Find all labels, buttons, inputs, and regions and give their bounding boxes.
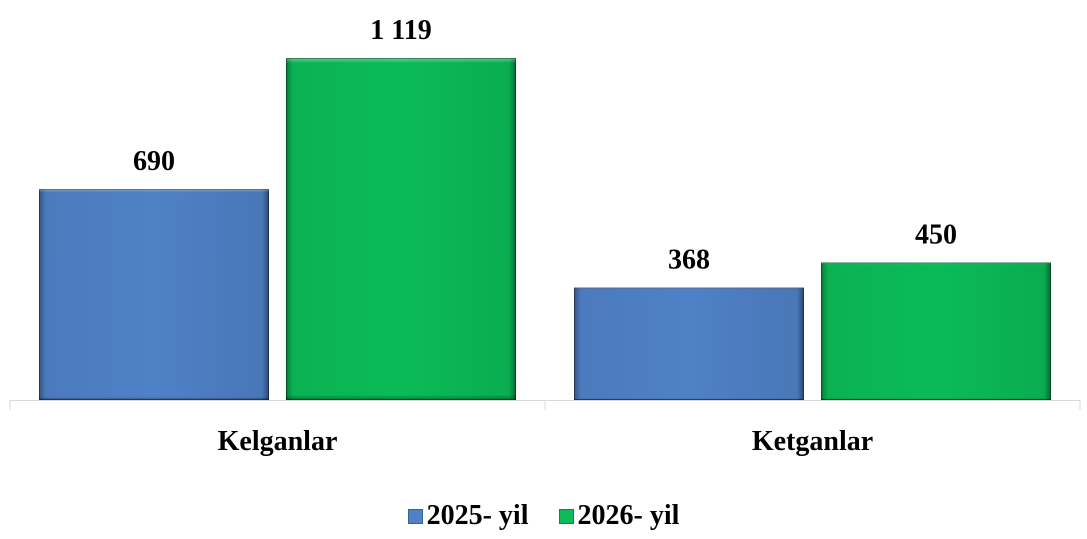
category-label: Ketganlar (752, 426, 873, 457)
legend-label: 2026- yil (577, 500, 680, 531)
bar-bevel-v (821, 262, 1051, 400)
data-label: 1 119 (370, 15, 431, 46)
x-axis: Kelganlar Ketganlar (9, 400, 1081, 457)
data-label: 690 (133, 146, 175, 177)
bar-outline (821, 262, 1051, 400)
bars-layer (39, 58, 1051, 400)
legend: 2025- yil 2026- yil (0, 500, 1087, 532)
bar-kelganlar-2026yil (286, 58, 516, 400)
data-labels-layer: 690 1 119 368 450 (133, 15, 957, 276)
data-label: 368 (668, 245, 710, 276)
bar-outline (286, 58, 516, 400)
bar-ketganlar-2026yil (821, 262, 1051, 400)
bar-bevel-v (574, 287, 804, 400)
bar-ketganlar-2025yil (574, 287, 804, 400)
legend-swatch (558, 508, 574, 524)
legend-swatch (407, 508, 423, 524)
bar-outline (574, 287, 804, 400)
legend-item: 2026- yil (558, 500, 680, 532)
bar-kelganlar-2025yil (39, 189, 269, 400)
legend-label: 2025- yil (426, 500, 529, 531)
data-label: 450 (915, 219, 957, 250)
bar-bevel-v (286, 58, 516, 400)
bar-outline (39, 189, 269, 400)
bar-bevel-v (39, 189, 269, 400)
category-label: Kelganlar (218, 426, 338, 457)
legend-item: 2025- yil (407, 500, 529, 532)
